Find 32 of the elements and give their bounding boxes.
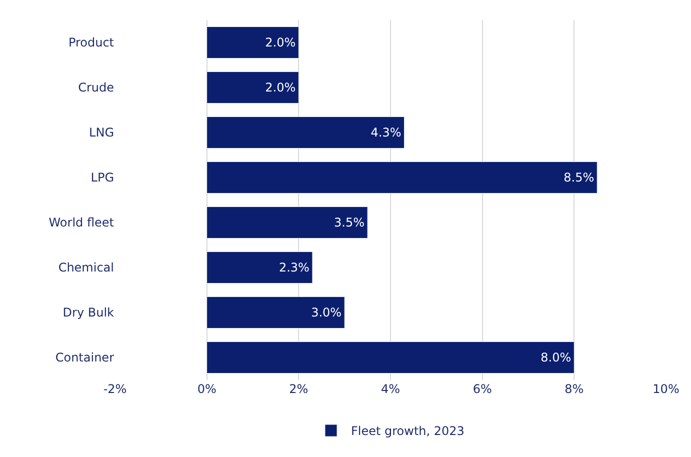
data-label: 8.5% [564, 170, 594, 184]
x-tick-label: 6% [472, 382, 492, 396]
data-label: 2.0% [265, 36, 296, 50]
y-tick-label: LNG [89, 126, 114, 140]
bar [206, 162, 598, 194]
y-tick-label: World fleet [48, 216, 114, 230]
bar [206, 342, 574, 374]
data-label: 2.3% [278, 260, 310, 274]
y-tick-label: LPG [90, 170, 114, 185]
bar [206, 296, 345, 328]
x-tick-label: 0% [197, 382, 216, 396]
bar [206, 252, 313, 284]
bar [206, 72, 299, 104]
bar [206, 116, 405, 148]
bar [206, 26, 299, 58]
x-tick-label: 4% [380, 382, 400, 396]
data-label: 8.0% [540, 350, 572, 364]
x-tick-label: 8% [564, 382, 584, 396]
y-tick-label: Crude [78, 80, 114, 95]
data-label: 3.5% [334, 216, 365, 230]
data-label: 4.3% [370, 126, 402, 140]
x-tick-label: 10% [652, 382, 680, 396]
y-tick-label: Chemical [58, 260, 114, 275]
y-tick-label: Product [68, 36, 114, 50]
data-label: 3.0% [311, 306, 342, 320]
legend-label: Fleet growth, 2023 [351, 424, 464, 438]
y-tick-label: Container [55, 350, 114, 365]
x-tick-label: 2% [289, 382, 308, 396]
y-tick-label: Dry Bulk [62, 306, 114, 320]
bar [206, 206, 368, 238]
x-tick-label: -2% [103, 382, 127, 396]
data-label: 2.0% [265, 80, 296, 94]
